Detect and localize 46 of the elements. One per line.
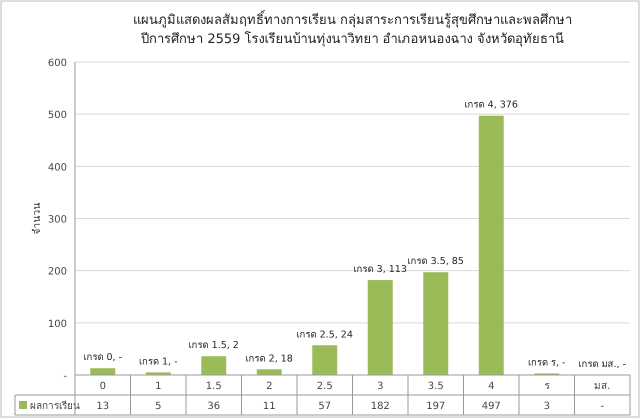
y-tick-label: - bbox=[63, 371, 68, 382]
x-tick-label: 1.5 bbox=[206, 381, 222, 392]
data-label: 197 bbox=[426, 401, 446, 412]
x-tick-label: 1 bbox=[155, 381, 162, 392]
x-tick-label: 0 bbox=[100, 381, 106, 392]
y-tick-label: 100 bbox=[48, 318, 67, 330]
bar bbox=[423, 272, 448, 375]
data-label: 497 bbox=[482, 401, 501, 412]
annotation: เกรด 1.5, 2 bbox=[188, 340, 239, 352]
y-tick-label: 300 bbox=[48, 214, 67, 226]
annotation: เกรด 0, - bbox=[83, 352, 122, 364]
bar bbox=[478, 116, 504, 375]
data-label: 3 bbox=[544, 401, 550, 412]
annotation: เกรด 3.5, 85 bbox=[408, 256, 464, 268]
data-label: 36 bbox=[207, 401, 220, 412]
x-tick-label: 3 bbox=[377, 381, 384, 392]
annotation: เกรด ร, - bbox=[528, 357, 566, 368]
y-axis-title: จำนวน bbox=[32, 202, 43, 234]
data-label: 5 bbox=[155, 401, 162, 412]
x-tick-label: 2.5 bbox=[316, 381, 333, 392]
data-label: 13 bbox=[96, 401, 110, 412]
bar bbox=[368, 280, 393, 375]
x-tick-label: ร bbox=[544, 381, 550, 392]
x-tick-label: มส. bbox=[594, 381, 610, 392]
annotation: เกรด 4, 376 bbox=[464, 100, 518, 111]
y-tick-label: 400 bbox=[48, 162, 67, 174]
data-label: 182 bbox=[370, 401, 390, 412]
bar bbox=[90, 368, 116, 375]
annotation: เกรด มส., - bbox=[578, 359, 626, 370]
y-tick-label: 500 bbox=[48, 110, 67, 122]
annotation: เกรด 2.5, 24 bbox=[296, 329, 353, 340]
annotation: เกรด 2, 18 bbox=[246, 353, 293, 364]
y-tick-label: 600 bbox=[48, 58, 67, 69]
chart-title: แผนภูมิแสดงผลสัมฤทธิ์ทางการเรียน กลุ่มสาระการเรียนรู้สุขศึกษาและพลศึกษา ปีการศึกษา 2559 โรงเรียนบ้านทุ่งนาวิทยา อำเภอหนองฉาง จังหวัดอุทัยธานี bbox=[132, 10, 572, 47]
annotation: เกรด 1, - bbox=[138, 356, 178, 368]
y-tick-label: 200 bbox=[48, 266, 67, 278]
x-tick-label: 4 bbox=[488, 381, 494, 392]
bar bbox=[312, 345, 338, 375]
x-tick-label: 2 bbox=[266, 381, 272, 392]
bar bbox=[201, 356, 226, 375]
x-tick-label: 3.5 bbox=[428, 381, 444, 392]
text: - bbox=[600, 401, 604, 412]
annotation: เกรด 3, 113 bbox=[354, 264, 407, 276]
data-label: 57 bbox=[318, 401, 332, 412]
legend-label: ผลการเรียน bbox=[30, 400, 80, 412]
data-label: 11 bbox=[262, 401, 276, 412]
